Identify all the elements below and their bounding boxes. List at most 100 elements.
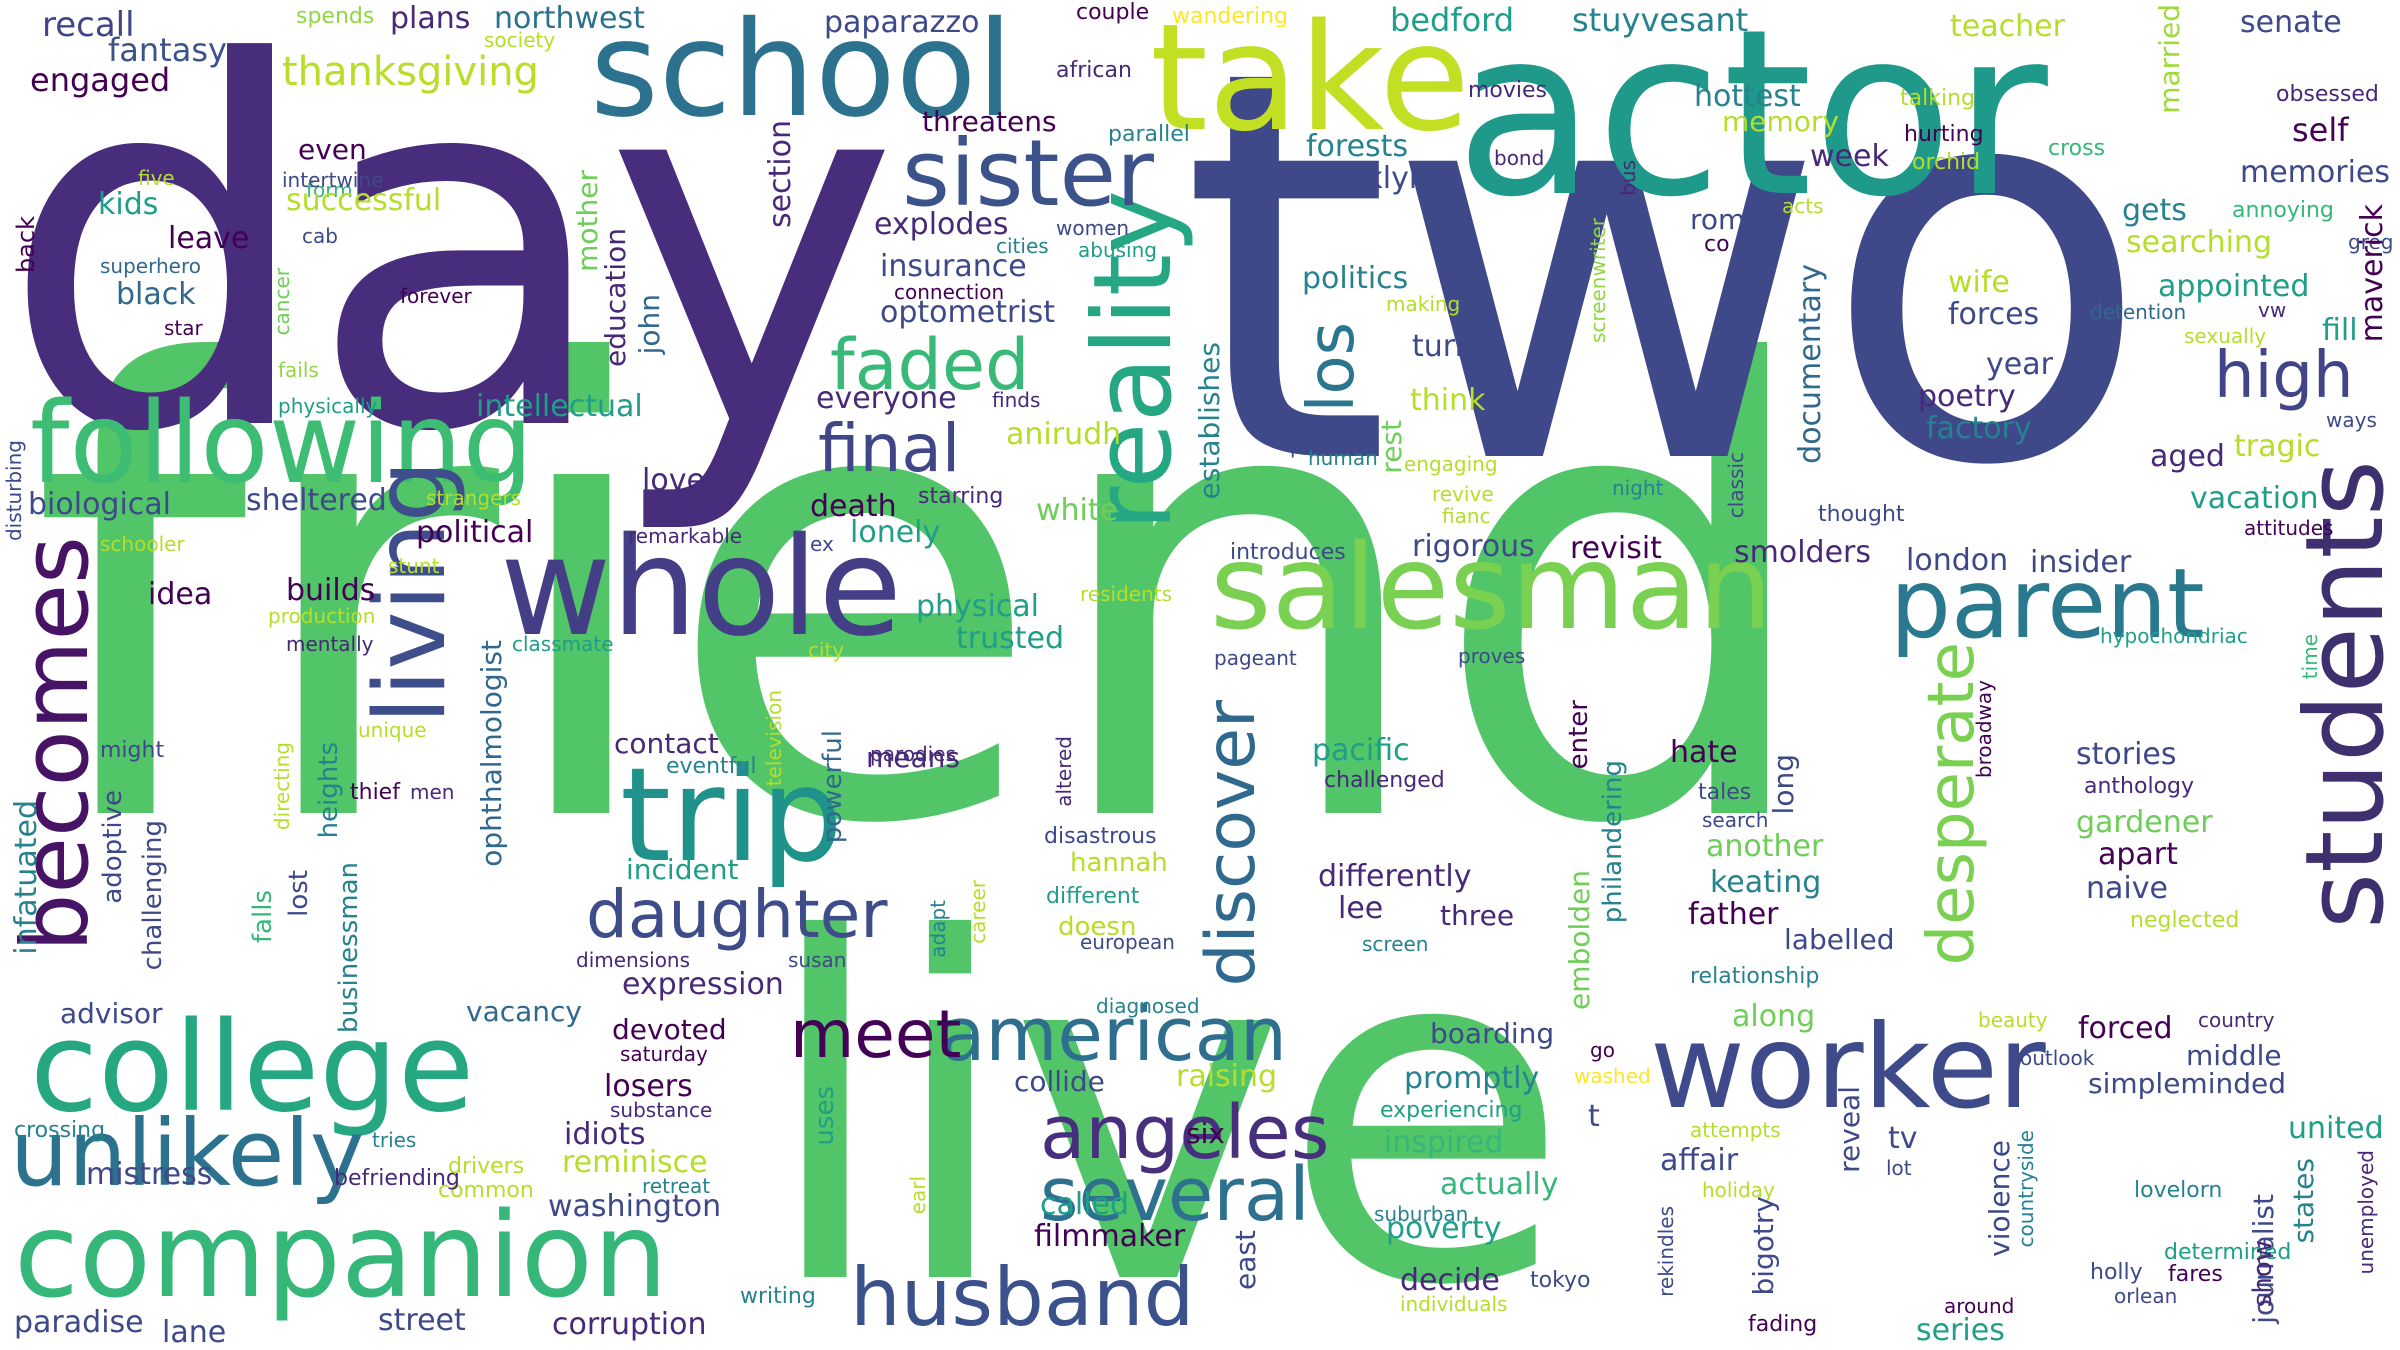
word-paparazzo: paparazzo xyxy=(824,5,980,40)
word-men: men xyxy=(410,780,455,804)
word-challenged: challenged xyxy=(1324,768,1445,793)
word-death: death xyxy=(810,489,897,524)
word-broadway: broadway xyxy=(1972,680,1996,779)
word-tragic: tragic xyxy=(2234,429,2321,464)
word-poverty: poverty xyxy=(1386,1211,1502,1246)
word-series: series xyxy=(1916,1313,2005,1348)
word-night: night xyxy=(1612,476,1664,500)
word-hannah: hannah xyxy=(1070,848,1168,878)
word-fianc: fianc xyxy=(1442,504,1491,528)
word-filmmaker: filmmaker xyxy=(1034,1219,1186,1254)
word-day: day xyxy=(0,0,900,541)
word-forced: forced xyxy=(2078,1011,2173,1046)
word-decide: decide xyxy=(1400,1263,1500,1298)
word-education: education xyxy=(599,228,632,367)
word-bedford: bedford xyxy=(1390,1,1515,39)
word-unique: unique xyxy=(358,718,427,742)
word-along: along xyxy=(1732,999,1816,1034)
word-rest: rest xyxy=(1375,420,1408,474)
word-stunt: stunt xyxy=(388,554,440,578)
word-labelled: labelled xyxy=(1784,923,1895,956)
word-gets: gets xyxy=(2122,193,2187,228)
word-physical: physical xyxy=(916,589,1039,624)
word-love: love xyxy=(642,463,705,498)
word-physically: physically xyxy=(278,394,378,418)
word-parent: parent xyxy=(1890,548,2205,660)
word-gardener: gardener xyxy=(2076,805,2213,840)
word-search: search xyxy=(1702,808,1769,832)
word-directing: directing xyxy=(270,742,294,831)
word-establishes: establishes xyxy=(1193,342,1226,500)
word-greg: greg xyxy=(2348,230,2394,254)
word-orchid: orchid xyxy=(1912,150,1981,175)
word-three: three xyxy=(1440,899,1515,932)
word-fares: fares xyxy=(2168,1262,2223,1287)
word-revisit: revisit xyxy=(1570,531,1662,566)
word-whole: whole xyxy=(500,509,903,667)
word-angeles: angeles xyxy=(1040,1090,1330,1176)
word-classmate: classmate xyxy=(512,632,614,656)
word-country: country xyxy=(2198,1008,2275,1032)
word-lost: lost xyxy=(284,870,314,917)
word-detention: detention xyxy=(2090,300,2187,324)
word-movies: movies xyxy=(1468,78,1548,103)
word-mistress: mistress xyxy=(86,1157,213,1192)
word-optometrist: optometrist xyxy=(880,295,1056,330)
word-married: married xyxy=(2153,4,2186,114)
word-east: east xyxy=(1229,1230,1262,1290)
word-eventful: eventful xyxy=(666,754,757,779)
word-co: co xyxy=(1704,232,1730,257)
word-retreat: retreat xyxy=(642,1174,711,1198)
word-sister: sister xyxy=(902,120,1154,227)
word-superhero: superhero xyxy=(100,254,201,278)
word-worker: worker xyxy=(1650,1000,2046,1135)
word-northwest: northwest xyxy=(494,1,645,36)
word-disturbing: disturbing xyxy=(2,440,26,542)
word-trusted: trusted xyxy=(956,621,1065,656)
word-experiencing: experiencing xyxy=(1380,1098,1523,1123)
word-screenwriter: screenwriter xyxy=(1586,218,1610,343)
word-annoying: annoying xyxy=(2232,198,2334,223)
word-dimensions: dimensions xyxy=(576,948,691,972)
word-documentary: documentary xyxy=(1793,264,1828,464)
word-six: six xyxy=(1186,1117,1225,1150)
word-threatens: threatens xyxy=(922,105,1057,138)
word-vw: vw xyxy=(2258,298,2287,322)
word-insider: insider xyxy=(2030,545,2132,580)
word-final: final xyxy=(818,410,961,487)
word-production: production xyxy=(268,604,376,628)
word-adoptive: adoptive xyxy=(98,790,128,904)
word-aged: aged xyxy=(2150,439,2225,474)
word-neglected: neglected xyxy=(2130,908,2240,933)
word-called: called xyxy=(1040,1187,1130,1222)
word-collide: collide xyxy=(1014,1065,1105,1098)
word-bigotry: bigotry xyxy=(1747,1196,1780,1296)
word-street: street xyxy=(378,1303,466,1338)
word-idiots: idiots xyxy=(564,1117,646,1152)
word-lovelorn: lovelorn xyxy=(2134,1178,2223,1203)
word-lonely: lonely xyxy=(850,515,941,550)
word-year: year xyxy=(1986,347,2053,382)
word-think: think xyxy=(1410,383,1486,418)
word-everyone: everyone xyxy=(816,381,957,416)
word-wife: wife xyxy=(1948,265,2010,300)
word-searching: searching xyxy=(2126,225,2273,260)
word-tries: tries xyxy=(372,1128,417,1152)
word-embolden: embolden xyxy=(1563,870,1596,1010)
word-hate: hate xyxy=(1670,735,1738,770)
word-intertwine: intertwine xyxy=(282,168,384,192)
word-around: around xyxy=(1944,1294,2015,1318)
word-altered: altered xyxy=(1052,736,1076,807)
word-paradise: paradise xyxy=(14,1305,144,1340)
word-reminisce: reminisce xyxy=(562,1145,708,1180)
word-high: high xyxy=(2214,339,2354,413)
word-engaged: engaged xyxy=(30,61,171,99)
word-smolders: smolders xyxy=(1734,535,1872,570)
word-challenging: challenging xyxy=(138,820,168,971)
word-american: american xyxy=(940,992,1287,1078)
word-appointed: appointed xyxy=(2158,269,2310,304)
word-african: african xyxy=(1056,58,1132,83)
word-tales: tales xyxy=(1698,780,1752,805)
word-drivers: drivers xyxy=(448,1154,525,1179)
word-idea: idea xyxy=(148,577,213,612)
